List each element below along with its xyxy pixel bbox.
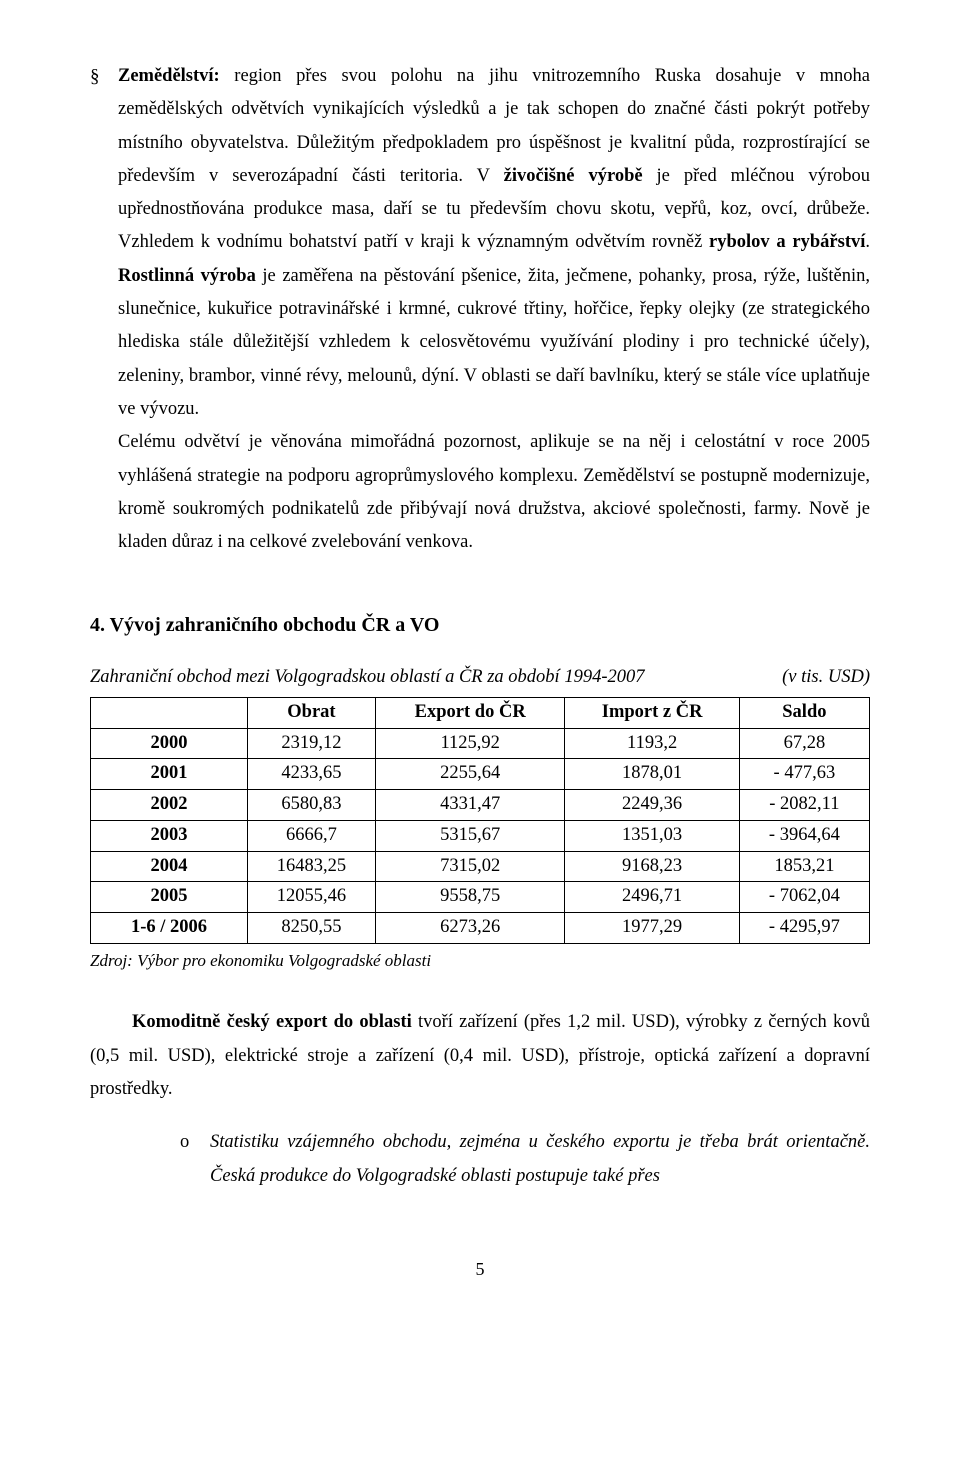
- table-caption: Zahraniční obchod mezi Volgogradskou obl…: [90, 661, 645, 694]
- table-row: 200512055,469558,752496,71- 7062,04: [91, 882, 870, 913]
- table-header-cell: Export do ČR: [375, 697, 565, 728]
- year-cell: 1-6 / 2006: [91, 913, 248, 944]
- table-row: 20026580,834331,472249,36- 2082,11: [91, 790, 870, 821]
- year-cell: 2004: [91, 851, 248, 882]
- value-cell: 67,28: [739, 728, 869, 759]
- value-cell: 2319,12: [248, 728, 376, 759]
- value-cell: 8250,55: [248, 913, 376, 944]
- year-cell: 2003: [91, 820, 248, 851]
- table-row: 20036666,75315,671351,03- 3964,64: [91, 820, 870, 851]
- table-head: ObratExport do ČRImport z ČRSaldo: [91, 697, 870, 728]
- year-cell: 2005: [91, 882, 248, 913]
- value-cell: 6666,7: [248, 820, 376, 851]
- value-cell: 4233,65: [248, 759, 376, 790]
- value-cell: 9558,75: [375, 882, 565, 913]
- value-cell: 1351,03: [565, 820, 739, 851]
- value-cell: 1977,29: [565, 913, 739, 944]
- value-cell: 1193,2: [565, 728, 739, 759]
- value-cell: - 2082,11: [739, 790, 869, 821]
- value-cell: 16483,25: [248, 851, 376, 882]
- table-row: 200416483,257315,029168,231853,21: [91, 851, 870, 882]
- table-unit: (v tis. USD): [782, 661, 870, 694]
- agriculture-text: Zemědělství: region přes svou polohu na …: [118, 60, 870, 559]
- table-header-cell: [91, 697, 248, 728]
- table-source: Zdroj: Výbor pro ekonomiku Volgogradské …: [90, 946, 870, 977]
- table-header-cell: Import z ČR: [565, 697, 739, 728]
- value-cell: 7315,02: [375, 851, 565, 882]
- value-cell: - 477,63: [739, 759, 869, 790]
- value-cell: - 3964,64: [739, 820, 869, 851]
- table-header-row: ObratExport do ČRImport z ČRSaldo: [91, 697, 870, 728]
- statistics-subnote: o Statistiku vzájemného obchodu, zejména…: [180, 1126, 870, 1193]
- term-label: Zemědělství:: [118, 66, 220, 86]
- table-row: 20014233,652255,641878,01- 477,63: [91, 759, 870, 790]
- value-cell: 6580,83: [248, 790, 376, 821]
- value-cell: 2496,71: [565, 882, 739, 913]
- page-number: 5: [90, 1253, 870, 1285]
- value-cell: 5315,67: [375, 820, 565, 851]
- year-cell: 2002: [91, 790, 248, 821]
- table-body: 20002319,121125,921193,267,2820014233,65…: [91, 728, 870, 943]
- para1-body: region přes svou polohu na jihu vnitroze…: [118, 66, 870, 419]
- value-cell: 4331,47: [375, 790, 565, 821]
- commodity-paragraph: Komoditně český export do oblasti tvoří …: [90, 1006, 870, 1106]
- table-header-cell: Saldo: [739, 697, 869, 728]
- bullet-marker: §: [90, 60, 118, 559]
- section-heading: 4. Vývoj zahraničního obchodu ČR a VO: [90, 607, 870, 643]
- value-cell: 12055,46: [248, 882, 376, 913]
- trade-table: ObratExport do ČRImport z ČRSaldo 200023…: [90, 697, 870, 944]
- table-header-cell: Obrat: [248, 697, 376, 728]
- agriculture-bullet: § Zemědělství: region přes svou polohu n…: [90, 60, 870, 559]
- value-cell: 6273,26: [375, 913, 565, 944]
- subnote-text: Statistiku vzájemného obchodu, zejména u…: [210, 1126, 870, 1193]
- para2: Celému odvětví je věnována mimořádná poz…: [118, 426, 870, 559]
- value-cell: 2255,64: [375, 759, 565, 790]
- value-cell: 1853,21: [739, 851, 869, 882]
- value-cell: 9168,23: [565, 851, 739, 882]
- value-cell: 2249,36: [565, 790, 739, 821]
- year-cell: 2000: [91, 728, 248, 759]
- value-cell: - 7062,04: [739, 882, 869, 913]
- value-cell: - 4295,97: [739, 913, 869, 944]
- table-row: 1-6 / 20068250,556273,261977,29- 4295,97: [91, 913, 870, 944]
- circle-bullet-icon: o: [180, 1126, 210, 1193]
- value-cell: 1878,01: [565, 759, 739, 790]
- table-caption-row: Zahraniční obchod mezi Volgogradskou obl…: [90, 661, 870, 694]
- value-cell: 1125,92: [375, 728, 565, 759]
- table-row: 20002319,121125,921193,267,28: [91, 728, 870, 759]
- year-cell: 2001: [91, 759, 248, 790]
